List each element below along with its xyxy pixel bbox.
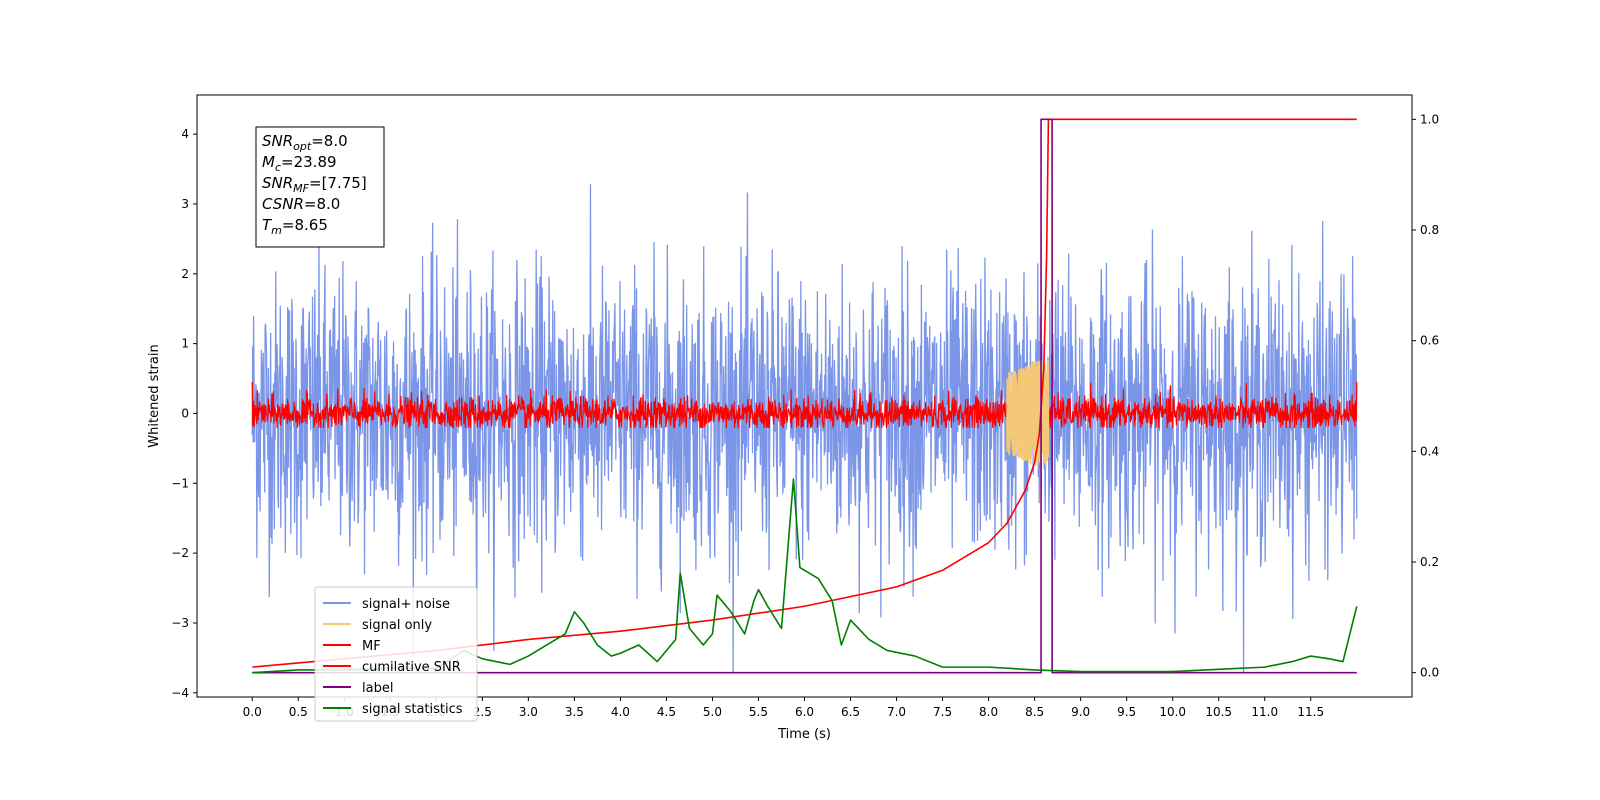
x-tick-label: 9.0 — [1071, 705, 1090, 719]
y-tick-label: −3 — [171, 616, 189, 630]
annotation-line: Tm=8.65 — [262, 216, 328, 237]
y-tick-label: −1 — [171, 476, 189, 490]
y-tick-label: −2 — [171, 546, 189, 560]
annotation-frame — [255, 126, 385, 248]
legend-label: cumilative SNR — [362, 660, 461, 675]
y2-tick-label: 0.0 — [1420, 666, 1439, 680]
y-tick-label: 1 — [181, 337, 189, 351]
x-tick-label: 6.5 — [841, 705, 860, 719]
y2-tick-label: 1.0 — [1420, 112, 1439, 126]
x-tick-label: 11.5 — [1297, 705, 1324, 719]
y-tick-label: 4 — [181, 127, 189, 141]
y-axis-label: Whitened strain — [147, 344, 162, 447]
x-tick-label: 6.0 — [795, 705, 814, 719]
annotation-line: CSNR=8.0 — [262, 195, 340, 213]
series-line-label — [252, 118, 1357, 674]
legend-label: signal statistics — [362, 702, 463, 717]
x-axis-label: Time (s) — [777, 727, 831, 742]
annotation-line: SNRMF=[7.75] — [262, 174, 367, 195]
x-tick-label: 0.0 — [243, 705, 262, 719]
y2-tick-label: 0.6 — [1420, 334, 1439, 348]
x-tick-label: 9.5 — [1117, 705, 1136, 719]
legend-frame — [314, 586, 478, 722]
x-tick-label: 3.0 — [519, 705, 538, 719]
legend-label: label — [362, 681, 393, 696]
legend: signal+ noise signal only MF cumilative SNR… — [314, 586, 478, 722]
series-lines-layer — [252, 118, 1358, 674]
y-tick-label: 3 — [181, 197, 189, 211]
x-tick-label: 5.5 — [749, 705, 768, 719]
y-tick-label: 2 — [181, 267, 189, 281]
series-line-signal-only — [1006, 360, 1050, 467]
y-tick-label: 0 — [181, 406, 189, 420]
y2-tick-label: 0.4 — [1420, 444, 1439, 458]
signal-noise-layer — [251, 184, 1358, 673]
x-tick-label: 10.5 — [1205, 705, 1232, 719]
x-tick-label: 8.0 — [979, 705, 998, 719]
legend-label: signal only — [362, 618, 432, 633]
series-line-mf — [251, 382, 1358, 429]
x-tick-label: 8.5 — [1025, 705, 1044, 719]
legend-label: signal+ noise — [362, 597, 450, 612]
x-tick-label: 2.5 — [473, 705, 492, 719]
legend-label: MF — [362, 639, 381, 654]
annotation-line: Mc=23.89 — [262, 153, 337, 174]
x-tick-label: 10.0 — [1159, 705, 1186, 719]
x-tick-label: 5.0 — [703, 705, 722, 719]
x-tick-label: 11.0 — [1251, 705, 1278, 719]
x-tick-label: 7.5 — [933, 705, 952, 719]
x-tick-label: 7.0 — [887, 705, 906, 719]
series-line-signal-noise — [251, 184, 1358, 673]
y-tick-label: −4 — [171, 686, 189, 700]
series-line-signal-statistics — [252, 478, 1358, 674]
x-tick-label: 4.0 — [611, 705, 630, 719]
annotation-line: SNRopt=8.0 — [262, 132, 348, 153]
y2-tick-label: 0.2 — [1420, 555, 1439, 569]
x-tick-label: 3.5 — [565, 705, 584, 719]
x-tick-label: 4.5 — [657, 705, 676, 719]
x-tick-label: 0.5 — [289, 705, 308, 719]
y2-tick-label: 0.8 — [1420, 223, 1439, 237]
